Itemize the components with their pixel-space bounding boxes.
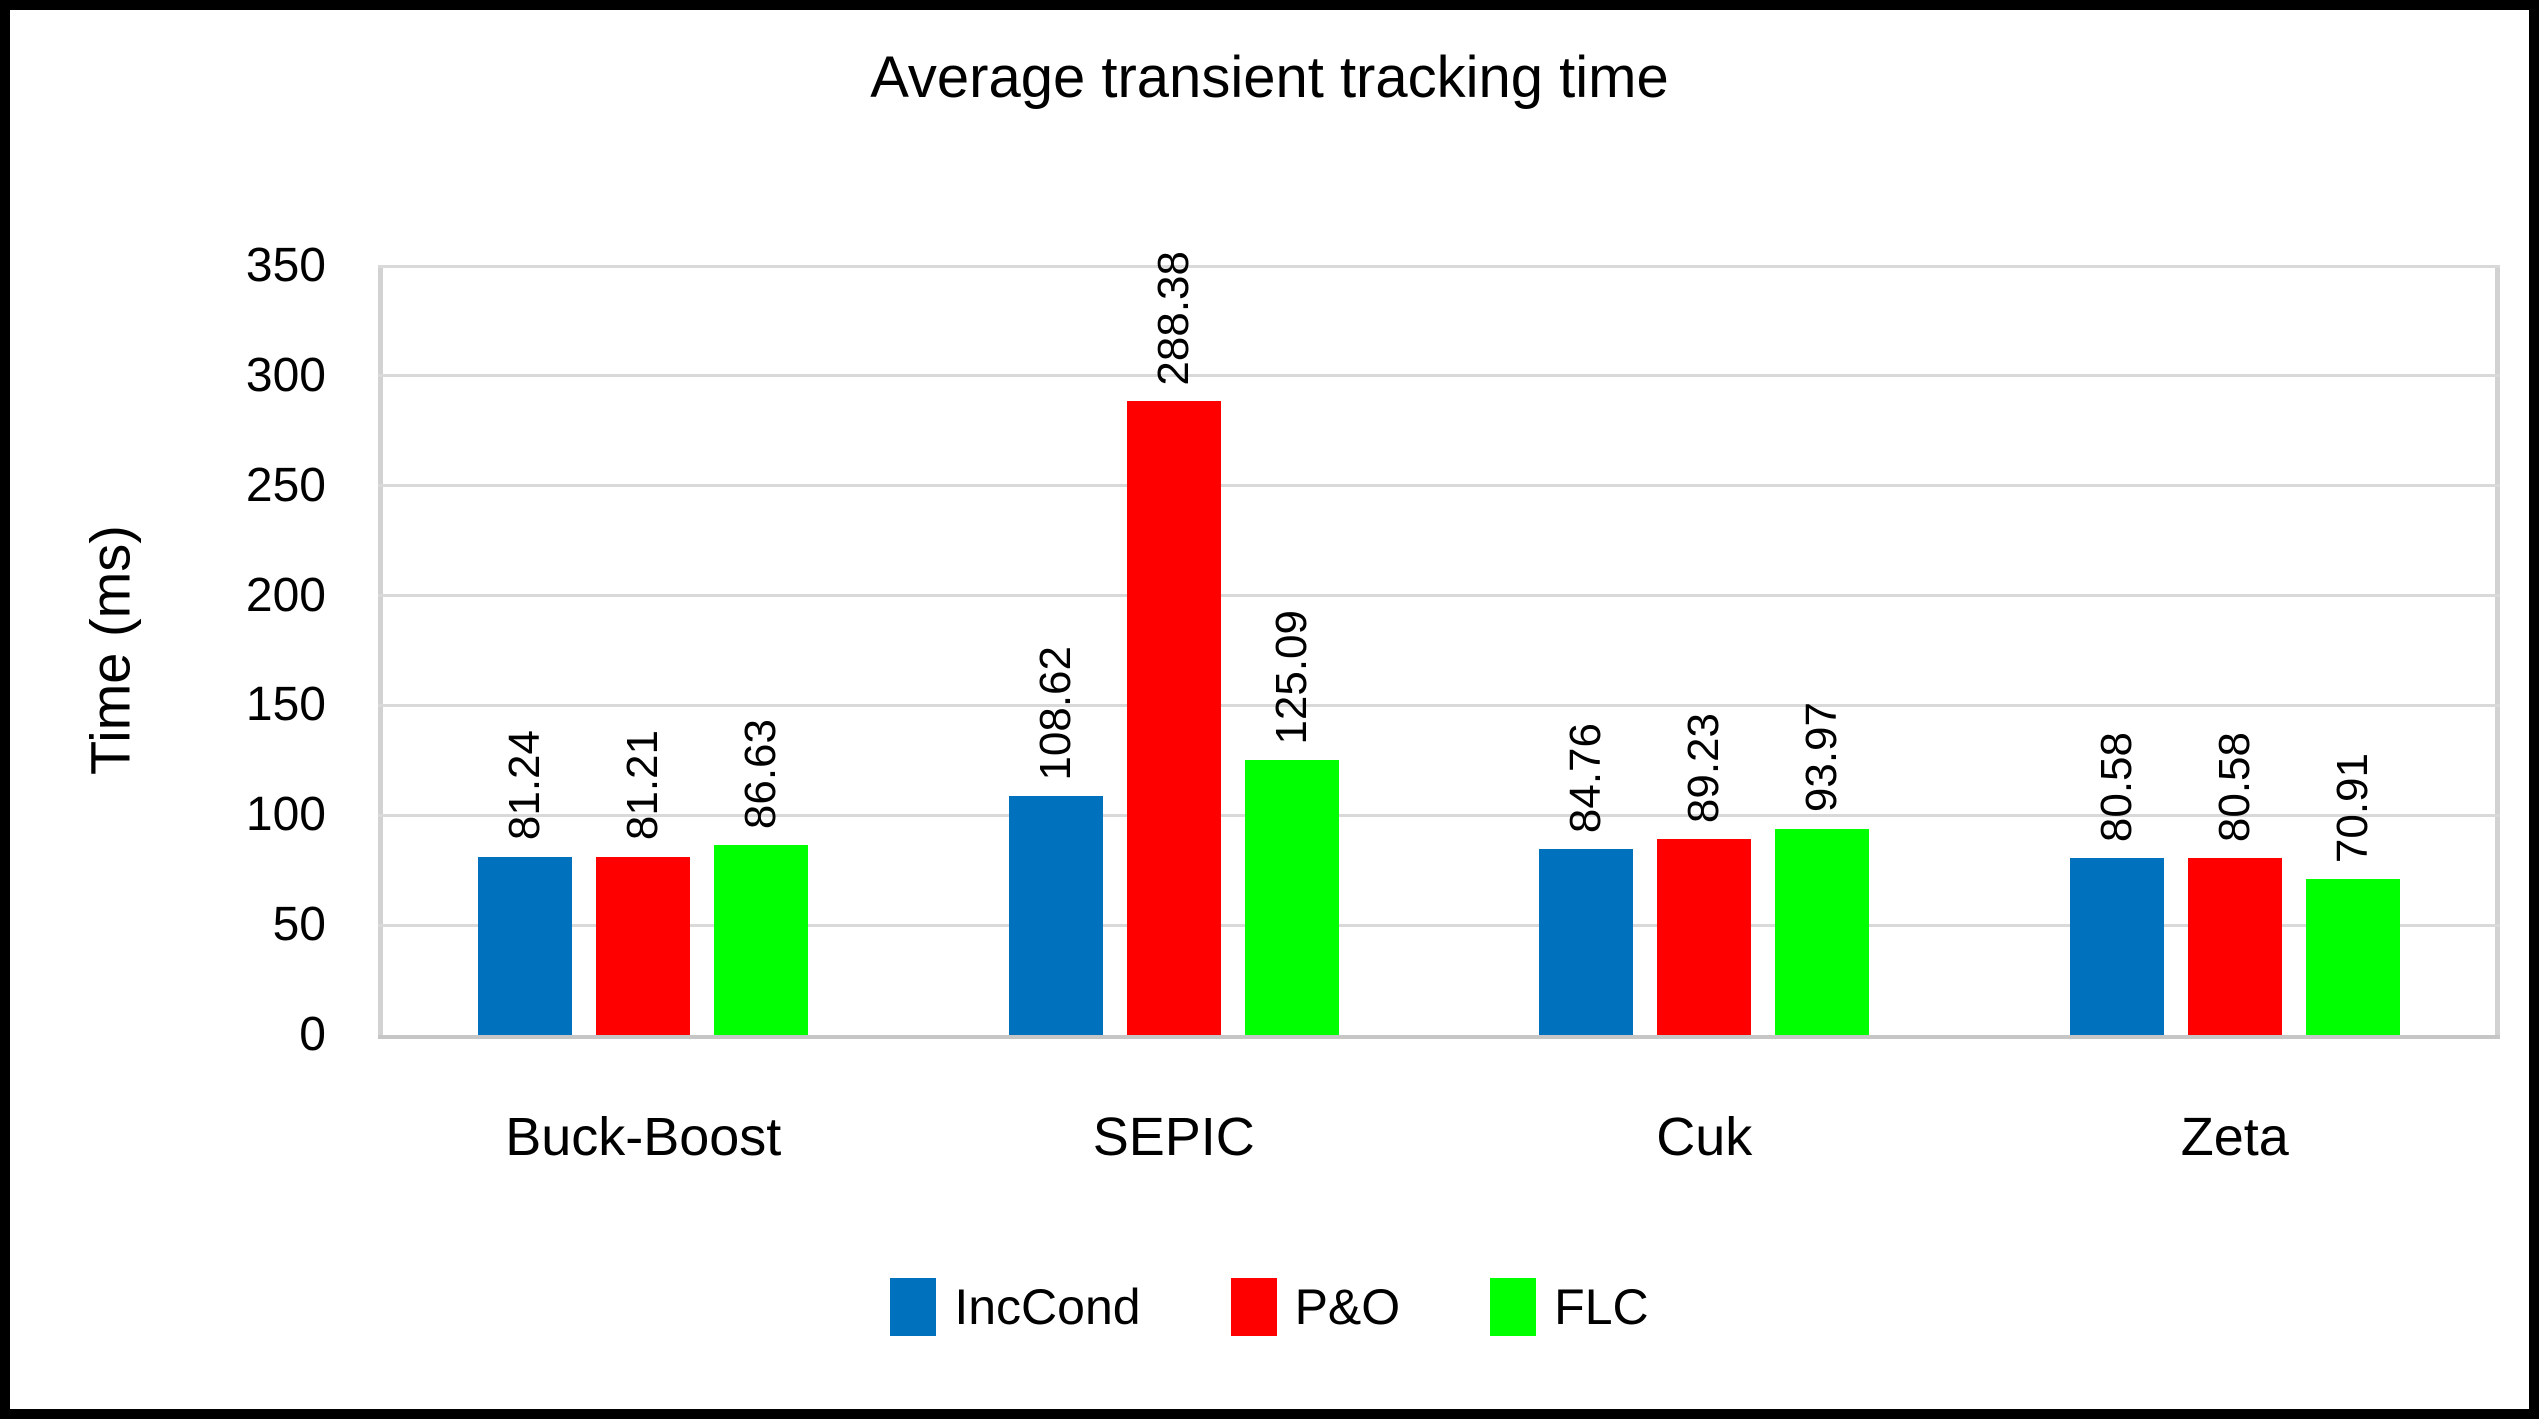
gridline <box>378 484 2500 488</box>
bar-data-label: 80.58 <box>2209 731 2259 842</box>
bar-po-cuk <box>1657 838 1752 1035</box>
plot-right-border <box>2495 266 2500 1035</box>
legend-item-inccond: IncCond <box>890 1278 1141 1336</box>
bar-data-label: 288.38 <box>1148 250 1198 386</box>
legend-label: FLC <box>1554 1279 1649 1335</box>
gridline <box>378 594 2500 598</box>
bar-data-label: 84.76 <box>1561 722 1611 833</box>
x-axis-line <box>378 1035 2500 1039</box>
bar-data-label: 81.21 <box>618 730 668 841</box>
category-label-cuk: Cuk <box>1656 1107 1753 1167</box>
bar-data-label: 81.24 <box>500 730 550 841</box>
y-tick-label: 350 <box>245 239 326 292</box>
bar-po-zeta <box>2187 857 2282 1035</box>
bar-inccond-cuk <box>1539 848 1634 1035</box>
legend-swatch <box>1230 1278 1277 1336</box>
bar-data-label: 93.97 <box>1797 702 1847 813</box>
legend-label: IncCond <box>954 1279 1141 1335</box>
bar-flc-cuk <box>1775 828 1870 1035</box>
bar-flc-zeta <box>2305 879 2400 1035</box>
bar-data-label: 125.09 <box>1266 609 1316 745</box>
legend-label: P&O <box>1294 1279 1401 1335</box>
y-axis-title: Time (ms) <box>78 525 142 775</box>
legend-swatch <box>890 1278 937 1336</box>
gridline <box>378 264 2500 268</box>
gridline <box>378 374 2500 378</box>
bar-po-buckboost <box>596 856 691 1035</box>
plot-area: 81.24 81.21 86.63 108.62 288.38 125.09 84.76 89… <box>378 251 2500 1039</box>
gridline <box>378 923 2500 927</box>
legend: IncCond P&O FLC <box>10 1278 2529 1336</box>
y-tick-label: 100 <box>245 788 326 842</box>
gridline <box>378 813 2500 817</box>
y-tick-label: 0 <box>299 1008 326 1061</box>
legend-item-flc: FLC <box>1490 1278 1649 1336</box>
y-tick-label: 50 <box>272 898 326 952</box>
bar-data-label: 80.58 <box>2091 731 2141 842</box>
legend-item-po: P&O <box>1230 1278 1401 1336</box>
gridline <box>378 703 2500 707</box>
bar-inccond-zeta <box>2069 857 2164 1035</box>
y-tick-label: 200 <box>245 568 326 622</box>
y-tick-label: 150 <box>245 678 326 732</box>
bar-inccond-buckboost <box>478 856 573 1035</box>
category-label-buckboost: Buck-Boost <box>505 1107 782 1167</box>
bar-data-label: 86.63 <box>736 718 786 829</box>
category-label-sepic: SEPIC <box>1092 1107 1255 1167</box>
y-axis-line <box>378 266 383 1035</box>
y-tick-label: 300 <box>245 348 326 402</box>
bar-data-label: 70.91 <box>2327 753 2377 864</box>
category-label-zeta: Zeta <box>2180 1107 2289 1167</box>
bar-flc-sepic <box>1244 760 1339 1035</box>
bar-inccond-sepic <box>1008 796 1103 1035</box>
bar-po-sepic <box>1126 401 1221 1035</box>
bar-data-label: 108.62 <box>1030 645 1080 781</box>
bar-flc-buckboost <box>714 844 809 1035</box>
legend-swatch <box>1490 1278 1537 1336</box>
y-tick-label: 250 <box>245 458 326 512</box>
bar-data-label: 89.23 <box>1679 712 1729 823</box>
chart-title: Average transient tracking time <box>870 45 1669 110</box>
